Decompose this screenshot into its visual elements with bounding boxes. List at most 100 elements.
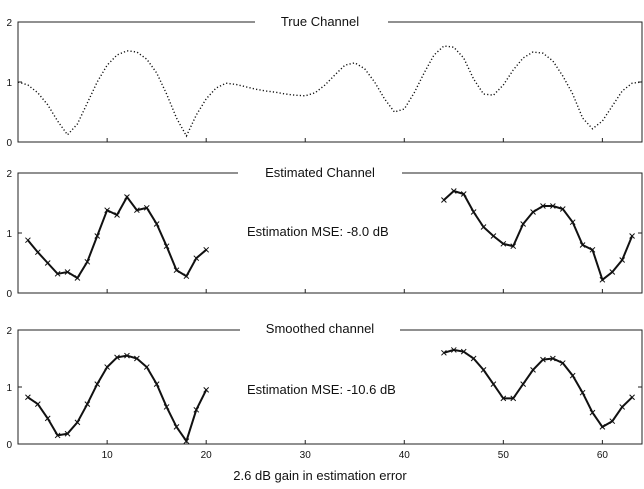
smoothed-channel-ytick-label: 1 [6, 383, 12, 394]
smoothed-channel-data-point [599, 424, 606, 430]
smoothed-channel-data-point [74, 419, 81, 426]
smoothed-channel-data-point [193, 406, 200, 413]
smoothed-channel-data-point [619, 404, 626, 410]
smoothed-channel-data-point [25, 394, 31, 401]
estimated-channel-series-line [443, 189, 634, 282]
smoothed-channel-data-point [510, 395, 517, 402]
estimated-channel-data-point [450, 188, 457, 194]
estimated-channel-data-point [84, 258, 91, 265]
smoothed-channel-title: Smoothed channel [266, 321, 375, 336]
estimated-channel-series-line [27, 195, 207, 280]
smoothed-channel-data-point [450, 347, 457, 353]
estimated-channel-data-point [104, 207, 110, 214]
estimated-channel-data-point [540, 203, 546, 209]
smoothed-channel-data-point [490, 381, 497, 388]
smoothed-channel-data-point [153, 381, 160, 388]
estimated-channel-data-point [460, 191, 467, 197]
estimated-channel-data-point [34, 249, 41, 256]
smoothed-channel-data-point [441, 349, 447, 356]
smoothed-channel-data-point [134, 355, 140, 362]
smoothed-channel-data-point [480, 367, 487, 373]
smoothed-channel-data-point [540, 356, 546, 363]
true-channel-title: True Channel [281, 14, 359, 29]
estimated-channel-title: Estimated Channel [265, 165, 375, 180]
estimated-channel-data-point [559, 206, 566, 212]
estimated-channel-panel: Estimated Channel Estimation MSE: -8.0 d… [17, 165, 643, 294]
estimated-channel-data-point [520, 221, 526, 227]
true-channel-ytick-label: 0 [6, 138, 12, 149]
smoothed-channel-data-point [550, 355, 556, 362]
smoothed-channel-data-point [589, 409, 596, 416]
estimated-channel-data-point [599, 276, 606, 283]
smoothed-channel-data-point [183, 438, 190, 445]
smoothed-channel-data-point [54, 432, 61, 439]
estimated-channel-data-point [163, 243, 170, 250]
smoothed-channel-ytick-label: 0 [6, 440, 12, 451]
estimated-channel-ytick-label: 0 [6, 289, 12, 300]
smoothed-channel-xtick-label: 30 [300, 450, 312, 461]
estimated-channel-data-point [500, 240, 507, 247]
smoothed-channel-data-point [163, 404, 170, 410]
smoothed-channel-data-point [104, 364, 110, 370]
estimated-channel-data-point [619, 257, 626, 263]
estimated-channel-data-point [480, 224, 487, 230]
smoothed-channel-data-point [520, 381, 526, 388]
smoothed-channel-data-point [470, 355, 477, 362]
estimated-channel-data-point [530, 209, 536, 215]
true-channel-series-line [17, 45, 643, 138]
smoothed-channel-series-line [27, 354, 208, 444]
smoothed-channel-xtick-label: 10 [102, 450, 114, 461]
smoothed-channel-data-point [114, 354, 120, 361]
smoothed-channel-xtick-label: 40 [399, 450, 411, 461]
estimated-channel-data-point [94, 233, 101, 239]
smoothed-channel-data-point [460, 348, 467, 355]
true-channel-ytick-label: 1 [6, 78, 12, 89]
smoothed-channel-data-point [203, 386, 210, 393]
estimated-channel-data-point [173, 267, 180, 274]
estimated-channel-data-point [510, 243, 517, 250]
smoothed-channel-data-point [84, 401, 91, 407]
smoothed-channel-data-point [143, 364, 150, 370]
smoothed-mse-annotation: Estimation MSE: -10.6 dB [247, 382, 396, 397]
smoothed-channel-xtick-label: 50 [498, 450, 510, 461]
x-axis-label: 2.6 dB gain in estimation error [233, 468, 407, 483]
estimated-channel-data-point [569, 219, 576, 226]
estimated-channel-data-point [74, 275, 81, 281]
smoothed-channel-xtick-label: 20 [201, 450, 213, 461]
estimated-channel-data-point [550, 203, 556, 209]
estimated-channel-ytick-label: 1 [6, 229, 12, 240]
true-channel-panel: True Channel [17, 14, 643, 143]
estimated-channel-data-point [124, 194, 130, 200]
estimated-channel-data-point [114, 212, 120, 218]
smoothed-channel-data-point [173, 424, 180, 430]
smoothed-channel-data-point [44, 415, 51, 422]
estimated-mse-annotation: Estimation MSE: -8.0 dB [247, 224, 389, 239]
estimated-channel-data-point [490, 233, 497, 239]
true-channel-ytick-label: 2 [6, 18, 12, 29]
smoothed-channel-data-point [34, 401, 41, 407]
smoothed-channel-data-point [559, 360, 566, 366]
estimated-channel-data-point [44, 260, 51, 266]
smoothed-channel-data-point [64, 430, 71, 437]
smoothed-channel-data-point [579, 389, 586, 396]
estimated-channel-data-point [629, 233, 635, 239]
estimated-channel-data-point [579, 242, 586, 248]
estimated-channel-data-point [203, 246, 210, 253]
smoothed-channel-data-point [500, 395, 507, 402]
estimated-channel-data-point [183, 273, 190, 280]
estimated-channel-data-point [64, 269, 71, 275]
smoothed-channel-ytick-label: 2 [6, 326, 12, 337]
smoothed-channel-data-point [530, 367, 536, 373]
estimated-channel-ytick-label: 2 [6, 169, 12, 180]
estimated-channel-data-point [25, 237, 31, 244]
smoothed-channel-series-line [443, 348, 633, 429]
estimated-channel-data-point [589, 246, 596, 253]
estimated-channel-data-point [143, 204, 150, 211]
estimated-channel-data-point [470, 209, 477, 215]
smoothed-channel-data-point [609, 418, 616, 425]
estimated-channel-data-point [134, 207, 140, 214]
estimated-channel-data-point [441, 197, 447, 203]
smoothed-channel-data-point [629, 394, 635, 401]
